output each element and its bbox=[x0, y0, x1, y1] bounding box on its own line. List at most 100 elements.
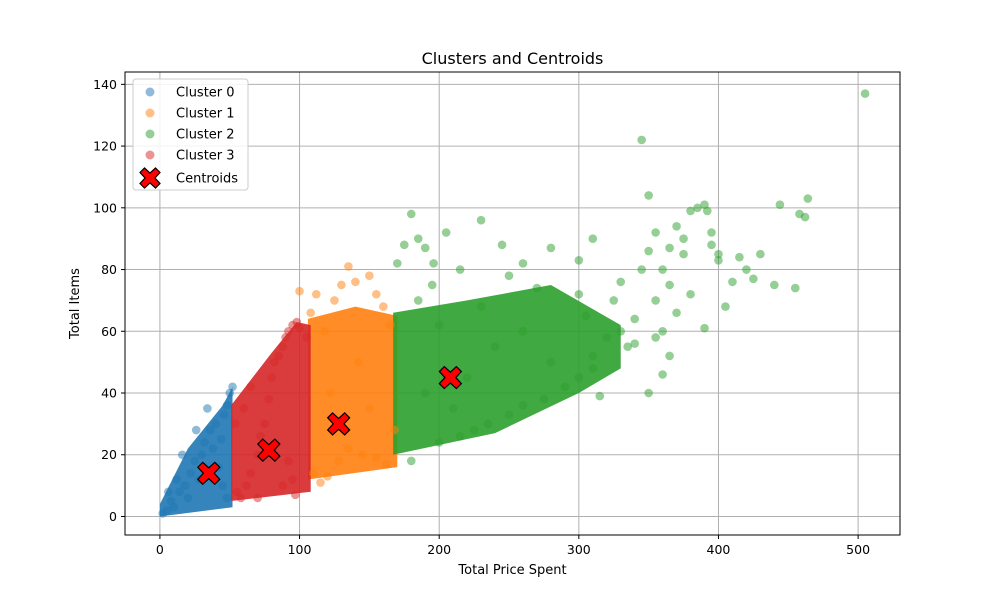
cluster-3-point bbox=[231, 419, 240, 429]
cluster-1-point bbox=[386, 320, 395, 330]
cluster-2-point bbox=[651, 333, 660, 342]
cluster-2-point bbox=[588, 351, 598, 361]
cluster-2-point bbox=[504, 271, 514, 281]
cluster-2-point bbox=[399, 240, 409, 250]
cluster-1-point bbox=[365, 404, 374, 413]
cluster-3-point bbox=[253, 493, 262, 503]
cluster-1-point bbox=[316, 478, 325, 487]
cluster-1-point bbox=[344, 262, 353, 271]
cluster-2-point bbox=[504, 410, 514, 419]
cluster-2-point bbox=[518, 401, 528, 410]
cluster-1-point bbox=[309, 468, 318, 478]
cluster-2-point bbox=[574, 373, 584, 382]
cluster-2-point bbox=[702, 206, 712, 216]
cluster-2-point bbox=[616, 277, 626, 287]
cluster-1-point bbox=[306, 308, 316, 318]
cluster-band-3 bbox=[231, 322, 311, 502]
cluster-2-point bbox=[448, 404, 458, 413]
cluster-0-point bbox=[222, 493, 232, 503]
cluster-2-point bbox=[497, 240, 507, 250]
cluster-1-point bbox=[390, 425, 399, 435]
cluster-2-point bbox=[406, 456, 416, 466]
cluster-3-point bbox=[246, 382, 255, 392]
legend-label-cluster-1: Cluster 1 bbox=[176, 107, 235, 122]
cluster-2-point bbox=[651, 228, 660, 237]
legend-marker-cluster-3 bbox=[145, 150, 155, 160]
cluster-0-point bbox=[163, 487, 173, 497]
cluster-2-point bbox=[630, 314, 639, 324]
cluster-0-point bbox=[183, 493, 193, 503]
cluster-2-point bbox=[588, 234, 598, 243]
cluster-2-point bbox=[679, 234, 688, 243]
y-tick-label: 80 bbox=[101, 262, 117, 277]
cluster-3-point bbox=[270, 357, 279, 367]
legend-marker-cluster-0 bbox=[145, 87, 155, 97]
cluster-2-point bbox=[546, 243, 556, 253]
cluster-2-point bbox=[790, 283, 800, 293]
centroid-markers bbox=[196, 365, 463, 486]
cluster-2-point bbox=[686, 206, 695, 216]
cluster-2-point bbox=[644, 388, 653, 398]
cluster-2-point bbox=[672, 308, 681, 318]
cluster-2-point bbox=[728, 277, 737, 287]
cluster-1-point bbox=[351, 277, 360, 287]
legend-marker-centroids bbox=[139, 167, 161, 189]
y-tick-label: 120 bbox=[93, 139, 117, 154]
cluster-2-point bbox=[392, 259, 402, 268]
cluster-1-point bbox=[372, 289, 381, 299]
cluster-2-point bbox=[455, 265, 465, 274]
cluster-1-point bbox=[381, 459, 391, 469]
legend-marker-cluster-2 bbox=[145, 129, 155, 139]
cluster-3-point bbox=[256, 431, 265, 441]
cluster-2-point bbox=[644, 246, 653, 256]
cluster-1-point bbox=[320, 326, 329, 336]
cluster-1-point bbox=[330, 296, 339, 305]
cluster-2-point bbox=[714, 255, 723, 265]
cluster-3-point bbox=[278, 342, 288, 352]
cluster-2-point bbox=[413, 296, 423, 305]
cluster-band-1 bbox=[307, 306, 398, 480]
cluster-0-point bbox=[162, 506, 172, 515]
cluster-2-point bbox=[686, 289, 695, 299]
cluster-2-point bbox=[658, 326, 667, 336]
cluster-2-point bbox=[441, 228, 451, 237]
cluster-0-point bbox=[222, 401, 232, 410]
cluster-2-point bbox=[679, 249, 688, 259]
cluster-0-point bbox=[172, 475, 181, 484]
cluster-3-point bbox=[278, 481, 288, 490]
cluster-3-point bbox=[288, 475, 297, 484]
cluster-1-point bbox=[358, 450, 367, 460]
cluster-2-point bbox=[427, 280, 437, 290]
cluster-2-point bbox=[700, 323, 709, 333]
cluster-2-point bbox=[630, 339, 639, 348]
cluster-1-point bbox=[334, 456, 343, 466]
cluster-3-point bbox=[291, 490, 300, 500]
x-tick-label: 300 bbox=[567, 542, 591, 557]
cluster-0-point bbox=[191, 425, 201, 435]
cluster-2-point bbox=[518, 259, 528, 268]
cluster-2-point bbox=[860, 89, 870, 98]
cluster-1-point bbox=[379, 302, 388, 311]
cluster-2-point bbox=[539, 394, 549, 404]
cluster-2-point bbox=[546, 357, 556, 367]
cluster-1-point bbox=[372, 453, 381, 463]
cluster-2-point bbox=[707, 240, 716, 250]
cluster-2-point bbox=[742, 265, 751, 274]
cluster-2-point bbox=[560, 382, 570, 392]
cluster-2-point bbox=[672, 222, 681, 231]
cluster-0-point bbox=[218, 481, 228, 490]
axis-ticks: 0 100 200 300 400 500 0 20 40 60 80 100 120 140 bbox=[93, 77, 870, 557]
cluster-2-point bbox=[658, 265, 667, 274]
cluster-2-point bbox=[413, 234, 423, 243]
centroid-marker bbox=[326, 412, 351, 436]
cluster-2-point bbox=[462, 373, 472, 382]
cluster-2-point bbox=[602, 333, 612, 342]
y-tick-label: 20 bbox=[101, 447, 117, 462]
cluster-2-point bbox=[735, 252, 744, 262]
cluster-0-point bbox=[219, 410, 229, 419]
y-tick-label: 140 bbox=[93, 77, 117, 92]
cluster-3-point bbox=[302, 333, 311, 342]
cluster-2-point bbox=[429, 259, 438, 268]
legend-label-centroids: Centroids bbox=[176, 172, 238, 187]
cluster-2-point bbox=[714, 249, 723, 259]
